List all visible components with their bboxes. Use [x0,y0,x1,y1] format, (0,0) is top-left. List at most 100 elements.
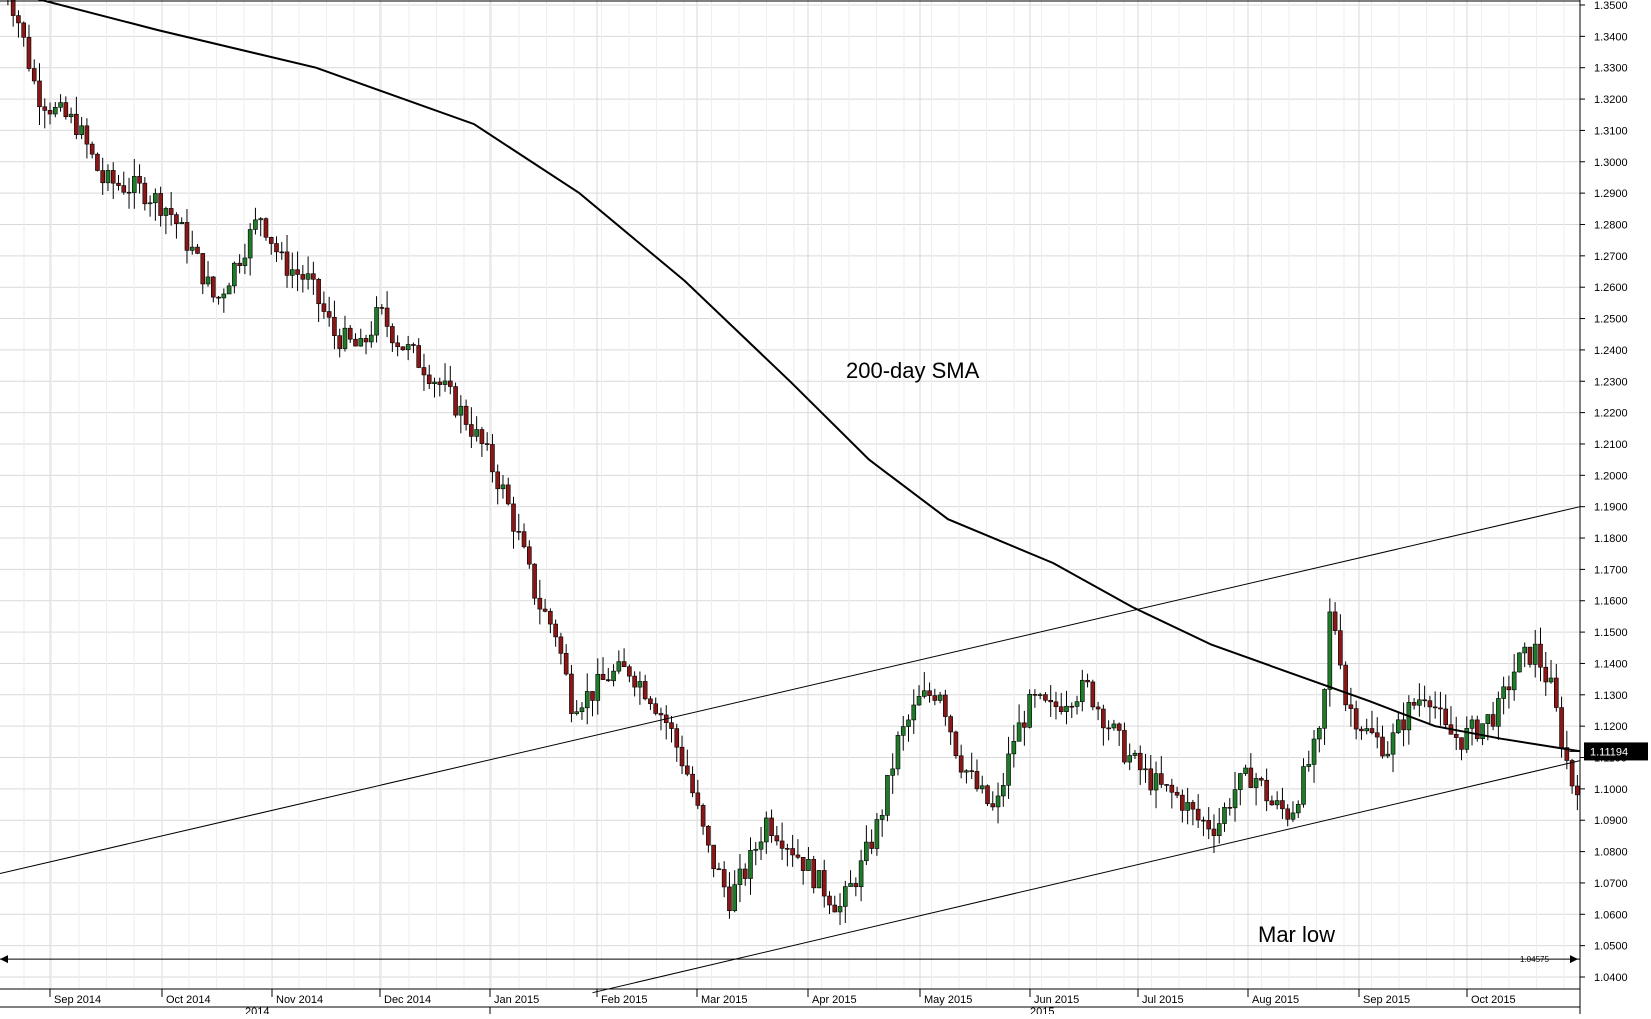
candle-body [969,770,975,772]
y-tick-label: 1.2000 [1594,470,1628,482]
candle-body [1438,707,1443,710]
candle-body [205,276,211,285]
candle-body [600,674,606,680]
candle-body [495,471,501,490]
candle-body [605,679,611,682]
candle-body [16,15,21,24]
y-tick-label: 1.2600 [1594,282,1628,294]
x-month-label: Oct 2014 [166,994,211,1006]
candle-body [474,429,479,437]
candle-body [1411,702,1417,706]
candle-body [1511,671,1517,691]
candle-body [179,222,184,224]
candle-body [1058,706,1064,712]
y-tick-label: 1.0700 [1594,878,1628,890]
y-tick-label: 1.2100 [1594,439,1628,451]
candle-body [537,597,543,610]
candle-body [1569,760,1575,787]
candle-body [1201,819,1206,822]
candle-body [1564,747,1570,761]
candle-body [105,170,111,184]
candle-body [1422,699,1427,702]
candle-body [590,691,595,701]
candle-body [21,22,27,38]
y-tick-label: 1.3300 [1594,63,1628,75]
candle-body [1111,723,1117,729]
candle-body [553,623,558,638]
candle-body [758,841,764,850]
candle-body [295,269,300,275]
y-tick-label: 1.0900 [1594,815,1628,827]
candle-body [58,102,63,108]
candle-body [911,704,917,721]
candle-body [832,904,838,913]
candle-body [221,293,227,299]
candle-body [95,153,100,171]
candle-body [484,443,490,445]
candle-body [611,670,616,682]
candle-body [47,110,53,115]
candle-body [1080,679,1085,702]
candle-body [790,848,795,856]
candle-body [337,335,343,349]
candle-body [1085,679,1090,683]
y-tick-label: 1.2700 [1594,251,1628,263]
candle-body [748,850,753,879]
candle-body [658,713,664,716]
y-tick-label: 1.0600 [1594,909,1628,921]
candle-body [469,424,474,437]
candle-body [1143,768,1148,771]
candle-body [63,102,69,117]
candle-body [263,218,269,238]
candle-body [437,381,443,385]
candle-body [1432,706,1438,709]
candle-body [695,792,701,806]
candle-body [621,661,627,668]
candle-body [400,346,406,351]
candle-body [1306,764,1312,767]
candle-body [558,636,564,654]
candle-body [1153,773,1159,791]
candle-body [1427,700,1433,708]
mar-low-arrow-right [1570,955,1578,964]
candle-body [653,703,659,714]
candle-body [211,276,216,298]
candle-body [1032,694,1038,696]
candle-body [342,327,348,349]
current-price-label: 1.11194 [1590,746,1628,758]
candle-body [300,274,306,280]
candle-body [1522,646,1527,654]
candle-body [1559,707,1564,748]
candle-body [785,848,790,850]
candle-body [1116,723,1122,731]
candle-body [579,707,585,713]
candle-body [1359,728,1364,732]
candle-body [1380,736,1385,757]
candle-body [1396,719,1401,734]
candle-body [1185,802,1190,811]
candle-body [1101,708,1106,729]
candle-body [258,218,264,221]
mar-low-value-label: 1.04575 [1520,955,1549,964]
candle-body [37,80,42,108]
candle-body [1443,708,1448,726]
candle-body [1464,728,1470,750]
candle-body [1048,699,1053,703]
y-tick-label: 1.1300 [1594,690,1628,702]
candle-body [321,303,327,312]
candle-body [1006,753,1011,786]
candle-body [42,106,48,111]
candle-body [711,844,716,870]
candle-body [853,883,859,888]
candle-body [416,345,422,368]
candle-body [1274,800,1280,806]
candle-body [1011,740,1017,755]
candle-body [806,859,811,871]
candle-body [690,773,695,794]
y-tick-label: 1.2200 [1594,408,1628,420]
candle-body [347,327,353,340]
candle-body [1064,705,1069,712]
x-month-label: Mar 2015 [701,994,747,1006]
